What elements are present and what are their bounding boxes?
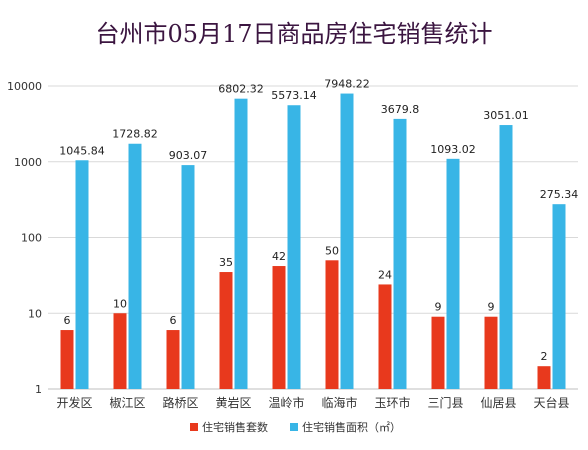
data-label-sales-count: 9 (488, 301, 495, 314)
data-label-sales-area: 6802.32 (218, 83, 264, 96)
data-label-sales-count: 9 (435, 301, 442, 314)
bar-sales-area (75, 160, 89, 389)
data-label-sales-count: 6 (170, 314, 177, 327)
bar-sales-count (113, 313, 127, 389)
y-tick-label: 1000 (14, 156, 42, 169)
bar-sales-area (340, 93, 354, 389)
data-label-sales-count: 50 (325, 244, 339, 257)
legend-sales-count-label: 住宅销售套数 (202, 420, 268, 434)
data-label-sales-area: 275.34 (540, 188, 579, 201)
data-label-sales-count: 6 (64, 314, 71, 327)
y-tick-label: 1 (35, 383, 42, 396)
x-category-label: 椒江区 (109, 396, 145, 410)
bar-sales-count (325, 260, 339, 389)
chart-title: 台州市05月17日商品房住宅销售统计 (95, 20, 493, 48)
data-label-sales-count: 24 (378, 268, 392, 281)
legend-sales-area-label: 住宅销售面积（㎡） (302, 420, 401, 434)
y-tick-label: 10000 (7, 80, 42, 93)
bar-sales-count (272, 266, 286, 389)
y-tick-label: 10 (28, 307, 42, 320)
x-category-label: 开发区 (56, 395, 92, 410)
bar-sales-area (393, 118, 407, 389)
x-category-label: 黄岩区 (215, 395, 251, 410)
x-category-label: 仙居县 (480, 396, 516, 410)
bar-sales-area (287, 105, 301, 390)
data-label-sales-area: 1045.84 (59, 144, 105, 157)
data-label-sales-area: 1728.82 (112, 128, 158, 141)
data-label-sales-area: 3051.01 (483, 109, 529, 122)
bar-sales-area (234, 98, 248, 389)
data-label-sales-count: 2 (541, 350, 548, 363)
data-label-sales-count: 42 (272, 250, 286, 263)
bar-sales-area (552, 204, 566, 389)
data-label-sales-area: 3679.8 (381, 103, 420, 116)
y-tick-label: 100 (21, 232, 42, 245)
data-label-sales-area: 1093.02 (430, 143, 476, 156)
bar-sales-count (166, 330, 180, 389)
bar-sales-count (378, 284, 392, 389)
x-category-label: 临海市 (321, 395, 357, 410)
data-label-sales-area: 903.07 (169, 149, 208, 162)
data-label-sales-count: 35 (219, 256, 233, 269)
bar-sales-count (484, 316, 498, 389)
legend-sales-count-swatch (190, 423, 198, 431)
x-category-label: 三门县 (427, 395, 463, 410)
bar-sales-area (499, 125, 513, 389)
data-label-sales-area: 5573.14 (271, 89, 317, 102)
legend-sales-area-swatch (290, 423, 298, 431)
bar-sales-area (446, 158, 460, 389)
data-label-sales-area: 7948.22 (324, 78, 370, 91)
x-category-label: 路桥区 (162, 395, 198, 410)
bar-sales-count (537, 366, 551, 389)
bar-sales-area (128, 143, 142, 389)
bar-sales-count (60, 330, 74, 389)
bar-sales-area (181, 165, 195, 389)
x-category-label: 温岭市 (268, 395, 304, 410)
data-label-sales-count: 10 (113, 297, 127, 310)
x-category-label: 天台县 (533, 395, 569, 410)
bar-sales-count (431, 316, 445, 389)
bar-sales-count (219, 272, 233, 389)
x-category-label: 玉环市 (374, 395, 410, 410)
